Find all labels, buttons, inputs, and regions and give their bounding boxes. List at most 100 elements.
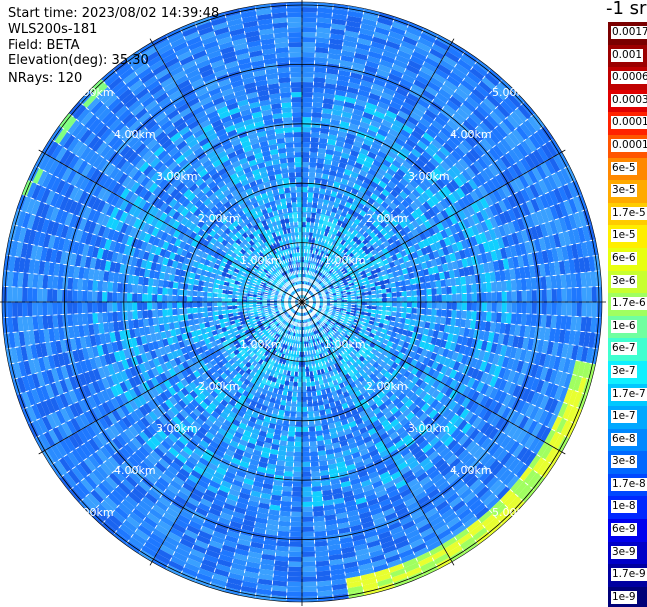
radar-gate — [348, 473, 360, 481]
radar-gate — [360, 346, 367, 353]
radar-gate — [366, 466, 378, 475]
radar-gate — [394, 439, 405, 449]
radar-gate — [544, 397, 555, 412]
radar-gate — [489, 387, 499, 400]
radar-gate — [501, 356, 510, 369]
radar-gate — [497, 355, 505, 367]
radar-gate — [379, 498, 392, 508]
radar-gate — [437, 480, 450, 493]
radar-gate — [295, 416, 302, 422]
radar-gate — [359, 448, 370, 456]
radar-gate — [444, 340, 452, 350]
radar-gate — [344, 315, 350, 320]
radar-gate — [358, 355, 366, 363]
radar-gate — [439, 355, 447, 365]
radar-gate — [374, 440, 385, 449]
radar-gate — [373, 563, 389, 573]
radar-gate — [328, 330, 334, 336]
radar-gate — [72, 290, 78, 302]
radar-gate — [575, 316, 582, 332]
radar-gate — [292, 481, 302, 487]
radar-gate — [389, 493, 402, 503]
radar-gate — [461, 452, 473, 465]
radar-gate — [398, 548, 414, 559]
radar-gate — [400, 553, 416, 564]
radar-gate — [12, 286, 18, 302]
radar-gate — [375, 357, 383, 365]
radar-gate — [388, 466, 400, 476]
radar-gate — [525, 389, 536, 404]
radar-gate — [389, 431, 399, 441]
radar-gate — [376, 444, 387, 454]
radar-gate — [87, 279, 94, 291]
radar-gate — [162, 287, 168, 295]
radar-gate — [313, 520, 326, 527]
radar-gate — [504, 323, 511, 335]
radar-gate — [436, 382, 445, 392]
radar-gate — [293, 461, 302, 467]
radar-gate — [315, 322, 320, 328]
radar-gate — [418, 412, 429, 423]
radar-gate — [334, 373, 341, 380]
radar-gate — [553, 356, 562, 371]
radar-gate — [481, 302, 487, 312]
radar-gate — [565, 315, 572, 331]
radar-gate — [539, 366, 549, 381]
radar-gate — [473, 329, 480, 340]
radar-gate — [391, 498, 405, 508]
radar-gate — [371, 453, 382, 462]
radar-gate — [360, 311, 367, 316]
radar-gate — [422, 503, 436, 515]
radar-gate — [361, 305, 367, 309]
radar-gate — [471, 416, 483, 429]
radar-gate — [395, 506, 409, 517]
radar-gate — [302, 386, 307, 392]
radar-gate — [107, 302, 113, 313]
radar-gate — [453, 326, 460, 336]
radar-gate — [346, 416, 355, 424]
radar-gate — [297, 386, 302, 392]
radar-gate — [519, 325, 526, 338]
radar-gate — [47, 302, 53, 316]
radar-gate — [495, 465, 508, 480]
radar-gate — [297, 391, 302, 397]
radar-gate — [555, 417, 567, 434]
radar-gate — [312, 334, 317, 340]
radar-gate — [495, 343, 503, 356]
radar-gate — [374, 387, 383, 396]
radar-gate — [366, 345, 374, 352]
radar-gate — [282, 486, 293, 492]
radar-gate — [47, 288, 53, 302]
radar-gate — [313, 317, 318, 323]
radar-gate — [438, 504, 452, 516]
radar-gate — [381, 306, 387, 311]
radar-gate — [42, 288, 48, 302]
radar-gate — [566, 344, 574, 360]
radar-gate — [339, 397, 347, 405]
radar-gate — [401, 492, 415, 503]
radar-gate — [317, 327, 322, 333]
radar-gate — [331, 308, 337, 312]
radar-gate — [322, 378, 329, 385]
radar-gate — [396, 307, 402, 313]
radar-gate — [127, 283, 133, 294]
radar-gate — [411, 307, 417, 314]
radar-gate — [217, 297, 223, 302]
radar-gate — [356, 382, 364, 391]
radar-gate — [405, 566, 422, 578]
radar-gate — [523, 469, 537, 485]
radar-gate — [202, 307, 208, 313]
radar-gate — [386, 302, 392, 307]
radar-gate — [314, 328, 318, 334]
radar-gate — [484, 362, 493, 374]
radar-gate — [405, 313, 412, 320]
radar-gate — [507, 496, 522, 511]
radar-gate — [513, 481, 528, 496]
radar-gate — [456, 484, 470, 497]
radar-gate — [371, 558, 387, 568]
radar-gate — [483, 330, 490, 342]
radar-gate — [307, 310, 311, 315]
radar-gate — [530, 364, 539, 378]
radar-gate — [399, 430, 409, 440]
radar-gate — [276, 540, 290, 547]
